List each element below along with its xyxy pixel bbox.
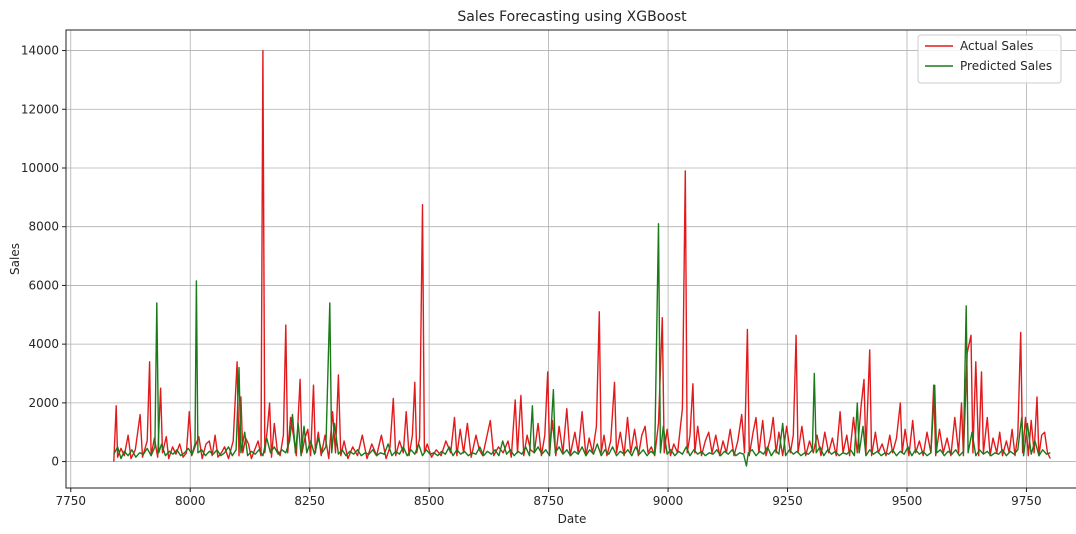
chart-title: Sales Forecasting using XGBoost (457, 9, 687, 25)
series-layer (113, 49, 1051, 467)
plot-frame (65, 29, 1076, 489)
series-line-predicted-sales (113, 223, 1051, 467)
y-tick-label: 0 (51, 455, 59, 469)
x-tick-label: 9000 (653, 494, 684, 508)
x-axis-label: Date (558, 512, 587, 526)
x-tick-label: 8250 (294, 494, 325, 508)
x-axis: 7750 8000 8250 8500 8750 9000 9250 9500 9750 (56, 488, 1042, 508)
y-axis: 0 2000 4000 6000 8000 10000 12000 14000 (21, 44, 66, 469)
y-tick-label: 4000 (28, 337, 59, 351)
y-axis-label: Sales (8, 243, 22, 275)
x-tick-label: 9750 (1011, 494, 1042, 508)
y-tick-label: 14000 (21, 44, 59, 58)
legend-label-actual: Actual Sales (960, 39, 1033, 53)
x-tick-label: 9500 (892, 494, 923, 508)
x-tick-label: 7750 (56, 494, 87, 508)
y-tick-label: 8000 (28, 220, 59, 234)
x-tick-label: 9250 (772, 494, 803, 508)
y-tick-label: 2000 (28, 396, 59, 410)
x-tick-label: 8000 (175, 494, 206, 508)
y-tick-label: 10000 (21, 161, 59, 175)
legend-box (917, 34, 1062, 84)
legend-label-predicted: Predicted Sales (960, 59, 1052, 73)
legend: Actual Sales Predicted Sales (917, 34, 1062, 84)
y-tick-label: 6000 (28, 278, 59, 292)
x-tick-label: 8750 (533, 494, 564, 508)
y-tick-label: 12000 (21, 102, 59, 116)
x-tick-label: 8500 (414, 494, 445, 508)
